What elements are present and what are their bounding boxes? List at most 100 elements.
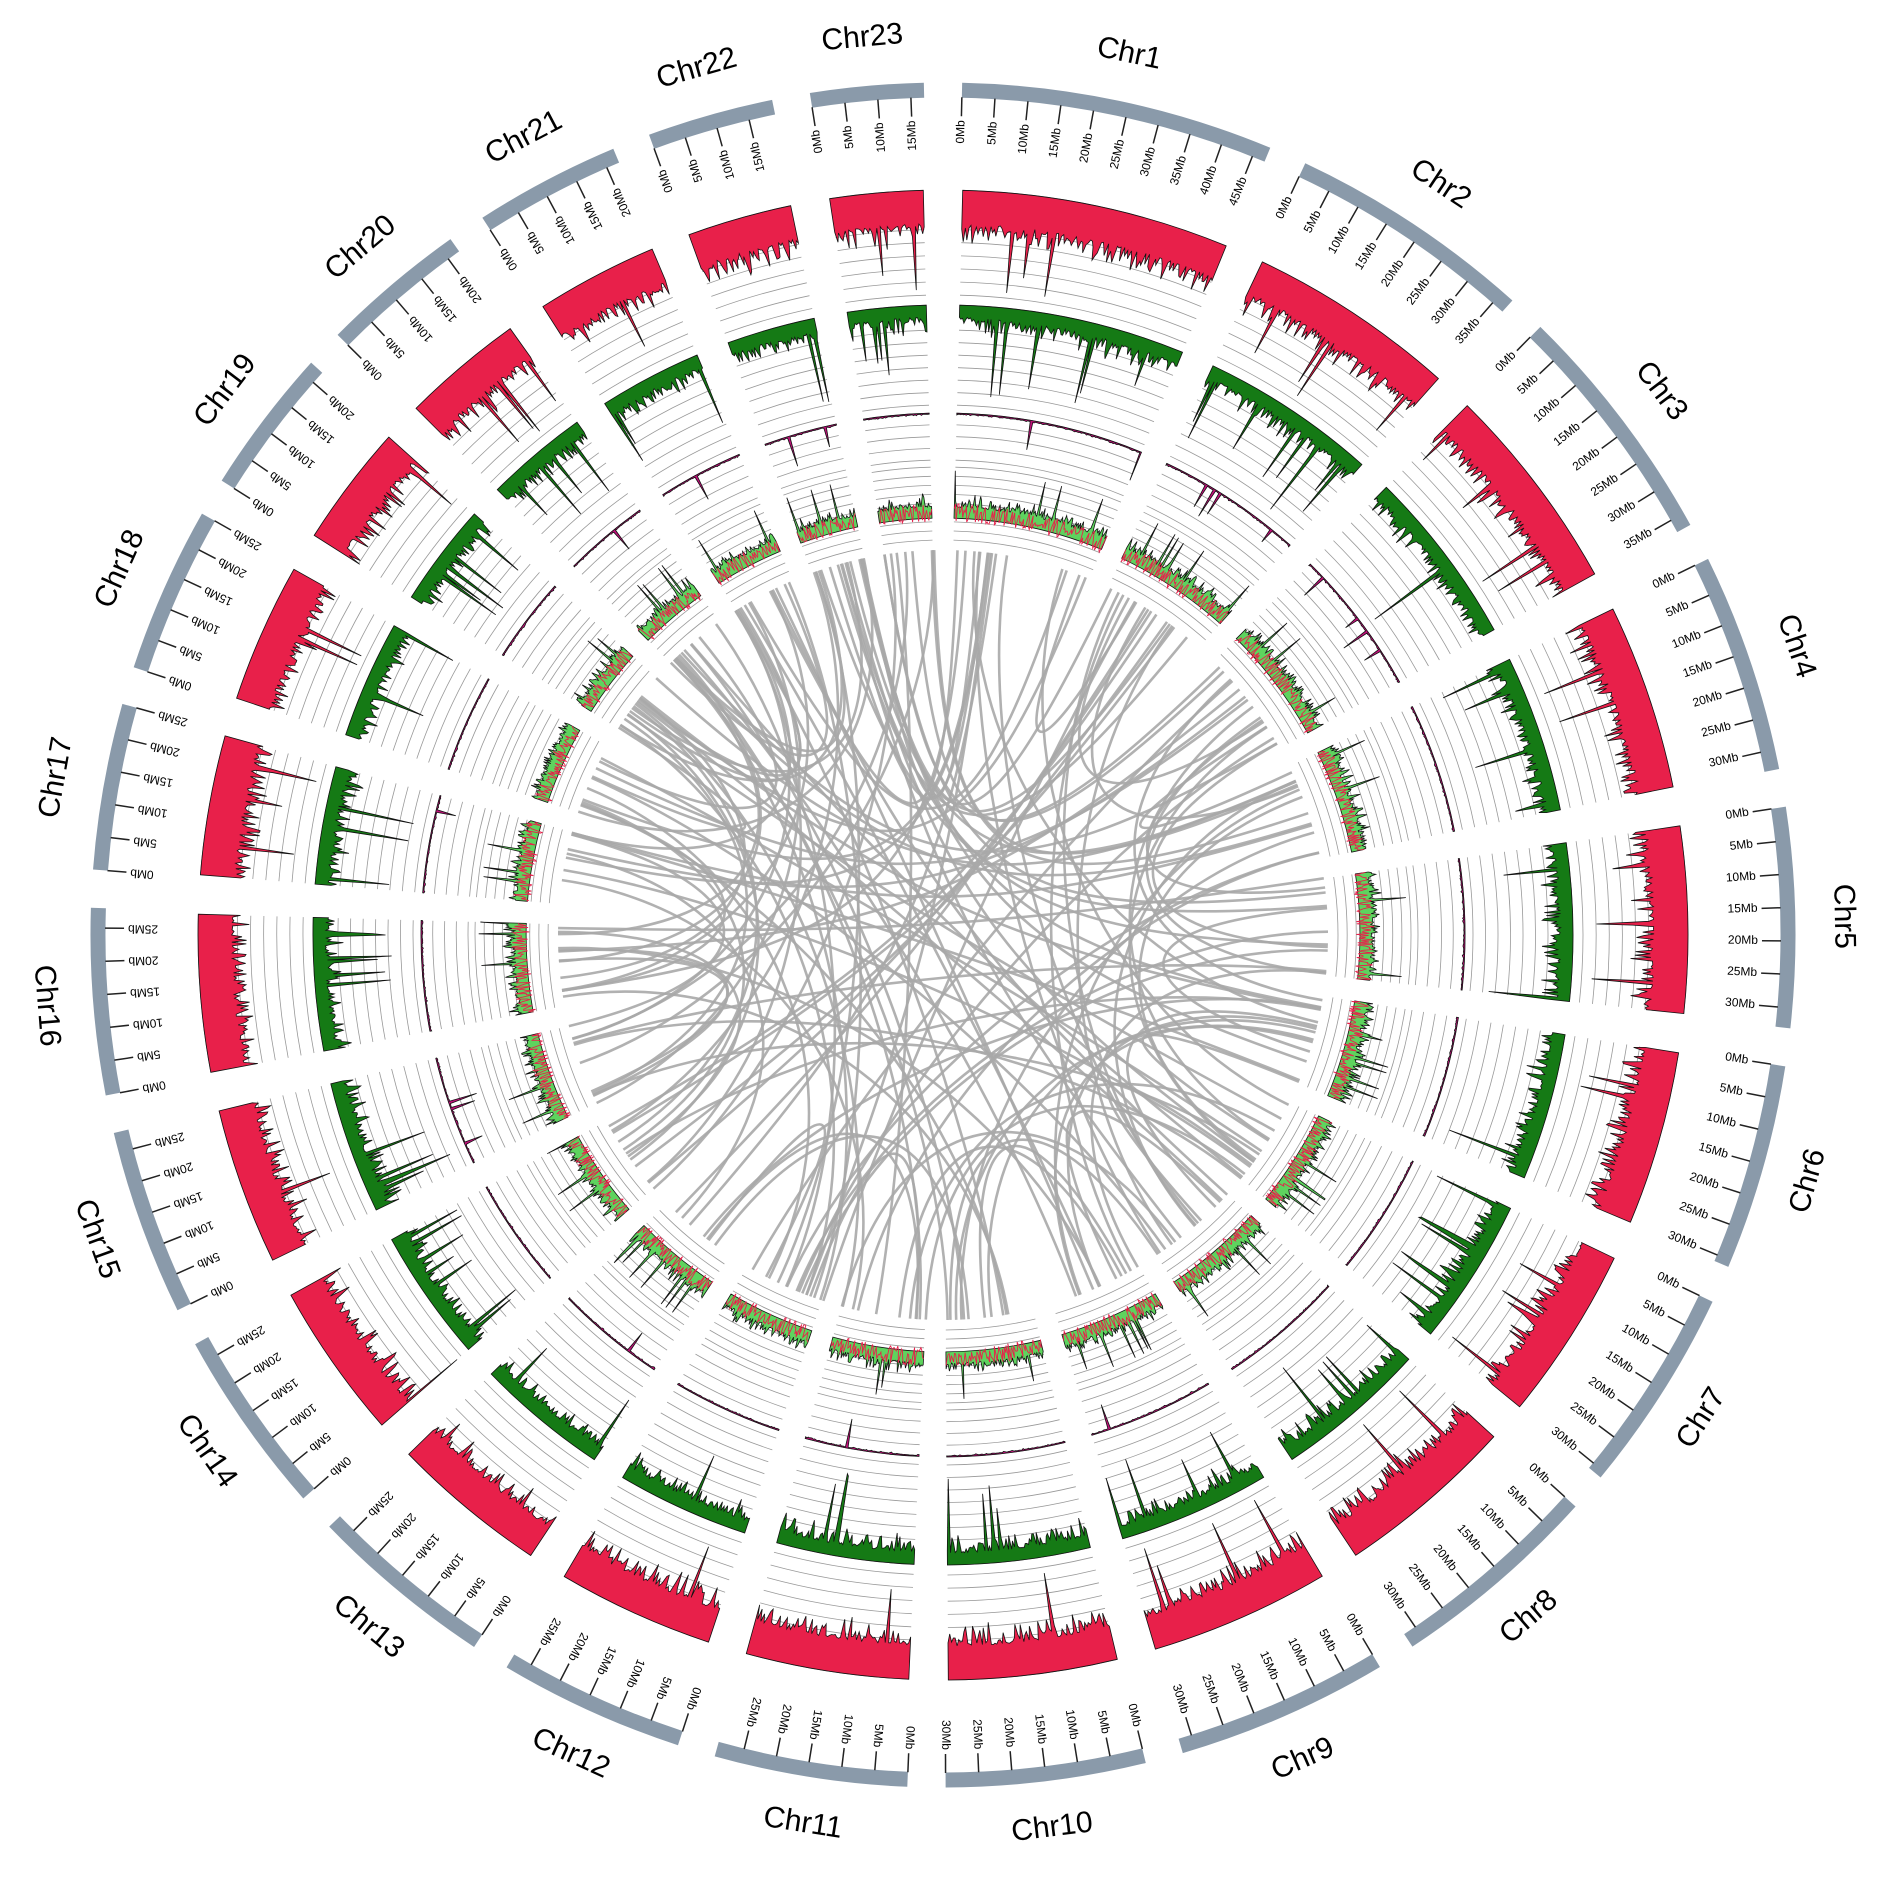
- tick-mark: [1620, 464, 1636, 475]
- grid-line: [1181, 434, 1312, 521]
- track-green-chr19: [411, 514, 549, 651]
- histogram-area: [605, 355, 723, 461]
- grid-line: [1436, 862, 1441, 988]
- track-magenta-chr18: [448, 679, 529, 784]
- chromosome-label-chr4: Chr4: [1771, 610, 1823, 682]
- grid-line: [350, 919, 360, 1045]
- track-red-chr10: [948, 1557, 1118, 1680]
- track-red-chr16: [198, 914, 314, 1072]
- tick-mark: [164, 1236, 182, 1243]
- tick-mark: [1405, 1611, 1416, 1627]
- tick-label: 20Mb: [1570, 444, 1603, 473]
- track-green-chr8: [1237, 1292, 1409, 1460]
- tick-label: 15Mb: [1352, 239, 1380, 272]
- track-lightgreen-chr8: [1162, 1201, 1289, 1325]
- tick-label: 40Mb: [1196, 163, 1219, 196]
- tick-label: 5Mb: [653, 1675, 674, 1702]
- tick-label: 10Mb: [287, 1401, 320, 1430]
- track-green-chr17: [315, 767, 432, 893]
- tick-mark: [158, 641, 176, 648]
- grid-line: [948, 1570, 1096, 1588]
- tick-mark: [1732, 1156, 1750, 1161]
- tick-mark: [911, 98, 912, 117]
- tick-label: 25Mb: [970, 1719, 985, 1750]
- tick-mark: [682, 1713, 688, 1731]
- track-green-chr18: [346, 626, 482, 767]
- grid-line: [363, 919, 373, 1042]
- track-green-chr23: [847, 305, 929, 411]
- tick-mark: [1752, 1061, 1771, 1064]
- track-lightgreen-chr13: [607, 1210, 724, 1325]
- tick-label: 15Mb: [1697, 1139, 1730, 1161]
- tick-mark: [378, 1540, 391, 1554]
- track-green-chr7: [1353, 1165, 1510, 1334]
- tick-label: 10Mb: [716, 148, 738, 181]
- tick-mark: [1742, 752, 1761, 756]
- tick-label: 10Mb: [437, 1551, 467, 1584]
- synteny-links: [558, 550, 1328, 1320]
- tick-mark: [1551, 1484, 1565, 1497]
- track-green-chr12: [623, 1391, 777, 1533]
- tick-label: 20Mb: [215, 555, 248, 581]
- grid-line: [277, 916, 288, 1057]
- track-magenta-chr17: [423, 796, 486, 897]
- track-magenta-chr4: [1370, 707, 1455, 841]
- tick-label: 0Mb: [1272, 194, 1295, 221]
- tick-mark: [1757, 842, 1776, 844]
- track-green-chr13: [491, 1304, 650, 1459]
- tick-label: 0Mb: [953, 120, 968, 144]
- grid-line: [482, 696, 519, 780]
- histogram-area: [237, 569, 362, 709]
- tick-label: 25Mb: [537, 1616, 564, 1649]
- tick-label: 15Mb: [904, 120, 919, 151]
- tick-label: 10Mb: [405, 313, 435, 345]
- tick-label: 25Mb: [1678, 1199, 1711, 1223]
- grid-line: [446, 1209, 515, 1308]
- chromosome-label-chr6: Chr6: [1782, 1145, 1832, 1217]
- tick-label: 5Mb: [523, 229, 547, 257]
- tick-label: 25Mb: [1403, 275, 1432, 308]
- tick-mark: [184, 580, 201, 588]
- track-green-chr5: [1467, 843, 1573, 1002]
- grid-line: [790, 1494, 917, 1514]
- tick-label: 15Mb: [268, 1375, 301, 1404]
- chromosome-label-chr14: Chr14: [170, 1408, 244, 1494]
- tick-mark: [812, 107, 815, 126]
- grid-line: [1320, 1146, 1382, 1243]
- tick-label: 30Mb: [1137, 145, 1158, 178]
- grid-line: [1294, 581, 1379, 694]
- chromosome-label-chr23: Chr23: [820, 17, 904, 57]
- tick-mark: [120, 1089, 139, 1093]
- tick-mark: [1579, 1451, 1594, 1463]
- grid-line: [1101, 1413, 1225, 1467]
- tick-label: 25Mb: [1588, 470, 1621, 499]
- track-magenta-chr19: [502, 586, 589, 680]
- tick-label: 15Mb: [430, 293, 460, 325]
- tick-mark: [1529, 1508, 1543, 1521]
- track-lightgreen-chr5: [1334, 866, 1411, 984]
- histogram-area: [1592, 826, 1688, 1014]
- grid-line: [957, 425, 1138, 463]
- tick-mark: [547, 196, 556, 213]
- tick-mark: [490, 230, 500, 246]
- grid-line: [1393, 480, 1503, 625]
- tick-mark: [1735, 720, 1753, 725]
- tick-label: 0Mb: [129, 866, 154, 882]
- tick-label: 20Mb: [775, 1703, 795, 1736]
- grid-line: [946, 1397, 1054, 1410]
- grid-line: [1257, 1317, 1362, 1407]
- grid-line: [612, 554, 671, 604]
- tick-label: 20Mb: [251, 1349, 284, 1377]
- synteny-link: [704, 999, 1321, 1236]
- tick-label: 25Mb: [1568, 1399, 1601, 1428]
- histogram-area: [1231, 1285, 1329, 1369]
- tick-mark: [1058, 105, 1061, 124]
- grid-line: [839, 1316, 925, 1330]
- tick-label: 0Mb: [358, 357, 385, 384]
- grid-line: [1176, 445, 1304, 530]
- grid-line: [947, 1499, 1079, 1515]
- tick-label: 15Mb: [304, 417, 336, 447]
- tick-mark: [1122, 117, 1126, 136]
- tick-label: 30Mb: [1707, 750, 1740, 770]
- histogram-area: [1372, 487, 1494, 635]
